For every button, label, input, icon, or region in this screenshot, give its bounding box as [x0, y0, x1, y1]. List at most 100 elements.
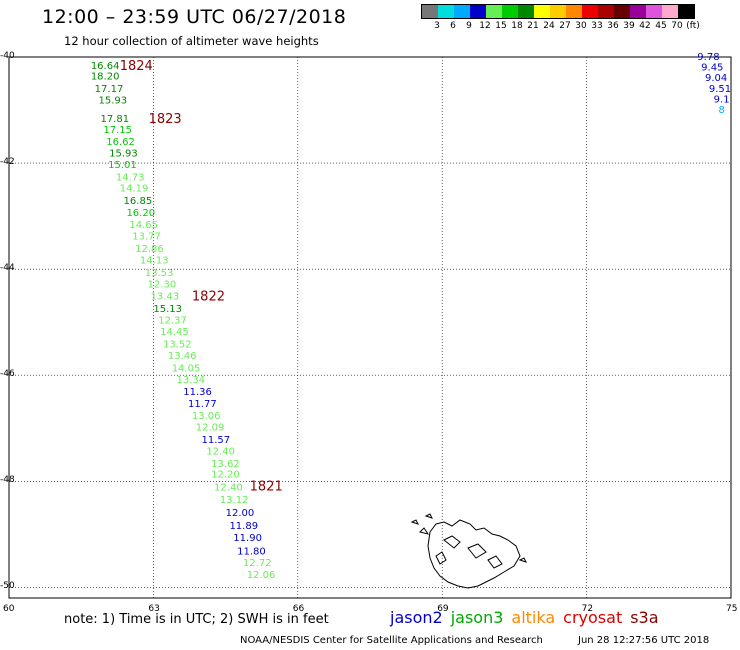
- wave-height-label: 17.15: [103, 125, 132, 136]
- longitude-tick-label: 66: [292, 604, 305, 614]
- longitude-tick-label: 75: [726, 604, 738, 614]
- generated-timestamp: Jun 28 12:27:56 UTC 2018: [578, 635, 710, 646]
- satellite-altika: altika: [511, 608, 556, 627]
- wave-height-label: 11.57: [202, 435, 231, 446]
- legend-swatch: [630, 5, 646, 18]
- legend-tick-label: 18: [511, 21, 523, 31]
- longitude-tick-label: 63: [148, 604, 160, 614]
- wave-height-label: 12.09: [196, 423, 225, 434]
- legend-swatch: [550, 5, 566, 18]
- legend-tick-label: 45: [655, 21, 667, 31]
- pass-time-label: 1821: [250, 480, 283, 495]
- wave-height-label: 9.51: [709, 84, 731, 95]
- latitude-tick-label: -46: [0, 369, 15, 380]
- satellite-legend: jason2 jason3 altika cryosat s3a: [390, 608, 667, 627]
- map-subtitle: 12 hour collection of altimeter wave hei…: [64, 34, 319, 48]
- legend-swatch: [518, 5, 534, 18]
- legend-swatch: [438, 5, 454, 18]
- legend-tick-label: 42: [639, 21, 651, 31]
- wave-height-label: 12.00: [226, 508, 255, 519]
- wave-height-label: 9.78: [697, 52, 719, 63]
- wave-height-label: 9.04: [705, 73, 727, 84]
- legend-swatch: [662, 5, 678, 18]
- wave-height-label: 12.40: [206, 447, 235, 458]
- legend-swatch: [486, 5, 502, 18]
- altimeter-track-east: 9.789.459.049.519.18: [697, 52, 731, 116]
- legend-swatch: [566, 5, 582, 18]
- legend-tick-label: 9: [466, 21, 472, 31]
- map-title: 12:00 – 23:59 UTC 06/27/2018: [42, 6, 347, 28]
- wave-height-label: 13.77: [132, 232, 161, 243]
- legend-swatch: [470, 5, 486, 18]
- legend-swatch: [646, 5, 662, 18]
- longitude-tick-label: 72: [581, 604, 594, 614]
- wave-height-label: 12.40: [214, 483, 243, 494]
- legend-tick-label: (ft): [686, 21, 700, 31]
- footer-note: note: 1) Time is in UTC; 2) SWH is in fe…: [64, 612, 329, 627]
- wave-height-label: 13.34: [177, 375, 206, 386]
- wave-height-label: 12.86: [135, 244, 164, 255]
- legend-swatch: [502, 5, 518, 18]
- color-legend: 3 6 9 12 15 18 21 24 27 30 33 36 39 42 45 70 (ft): [421, 4, 700, 33]
- pass-time-label: 1823: [149, 112, 182, 127]
- wave-height-label: 13.52: [163, 339, 192, 350]
- wave-height-label: 16.64: [91, 61, 120, 72]
- longitude-tick-label: 69: [437, 604, 449, 614]
- wave-height-label: 14.45: [160, 327, 189, 338]
- latitude-tick-label: -44: [0, 263, 15, 274]
- legend-swatch: [534, 5, 550, 18]
- wave-height-label: 14.05: [172, 363, 201, 374]
- legend-tick-label: 27: [559, 21, 571, 31]
- wave-height-label: 11.80: [237, 546, 266, 557]
- latitude-tick-label: -42: [0, 157, 15, 168]
- wave-height-label: 9.45: [701, 63, 723, 74]
- legend-swatch: [422, 5, 438, 18]
- legend-color-bar: [421, 4, 695, 19]
- wave-height-label: 12.20: [211, 469, 240, 480]
- wave-height-label: 14.73: [116, 172, 145, 183]
- wave-height-label: 17.17: [95, 84, 124, 95]
- altimeter-track-main: 16.6418.2017.1715.9317.8117.1516.6215.93…: [91, 61, 276, 581]
- kerguelen-island: [410, 513, 527, 589]
- wave-height-label: 17.81: [100, 114, 129, 125]
- wave-height-label: 14.19: [120, 183, 149, 194]
- wave-height-label: 13.06: [192, 411, 221, 422]
- footer-credit: NOAA/NESDIS Center for Satellite Applica…: [240, 635, 543, 646]
- wave-height-label: 15.13: [153, 304, 182, 315]
- wave-height-label: 11.89: [229, 521, 258, 532]
- wave-height-label: 15.01: [108, 160, 137, 171]
- wave-height-label: 15.93: [99, 95, 128, 106]
- wave-height-label: 13.62: [211, 459, 240, 470]
- wave-height-label: 12.37: [158, 316, 187, 327]
- legend-tick-label: 24: [543, 21, 555, 31]
- legend-tick-label: 15: [495, 21, 507, 31]
- wave-height-label: 14.13: [140, 256, 169, 267]
- wave-height-label: 15.93: [109, 148, 138, 159]
- legend-tick-label: 33: [591, 21, 603, 31]
- legend-tick-label: 39: [623, 21, 635, 31]
- wave-height-label: 13.43: [151, 292, 180, 303]
- legend-tick-label: 12: [479, 21, 491, 31]
- wave-height-label: 13.12: [220, 495, 249, 506]
- wave-height-label: 9.1: [714, 94, 730, 105]
- satellite-jason3: jason3: [450, 608, 504, 627]
- wave-height-label: 11.36: [183, 387, 212, 398]
- wave-height-label: 14.65: [129, 220, 158, 231]
- longitude-tick-label: 60: [3, 604, 15, 614]
- pass-time-label: 1822: [192, 290, 225, 305]
- latitude-tick-label: -40: [0, 51, 15, 61]
- wave-height-label: 12.72: [243, 558, 272, 569]
- wave-height-label: 8: [718, 105, 724, 116]
- map-frame: [8, 56, 732, 599]
- wave-height-label: 16.62: [106, 137, 135, 148]
- legend-swatch: [678, 5, 694, 18]
- satellite-cryosat: cryosat: [563, 608, 623, 627]
- legend-tick-label: 30: [575, 21, 587, 31]
- legend-tick-label: 21: [527, 21, 539, 31]
- wave-height-label: 13.53: [145, 268, 174, 279]
- satellite-jason2: jason2: [390, 608, 443, 627]
- legend-tick-label: 70: [671, 21, 683, 31]
- wave-height-label: 11.90: [233, 533, 262, 544]
- legend-swatch: [614, 5, 630, 18]
